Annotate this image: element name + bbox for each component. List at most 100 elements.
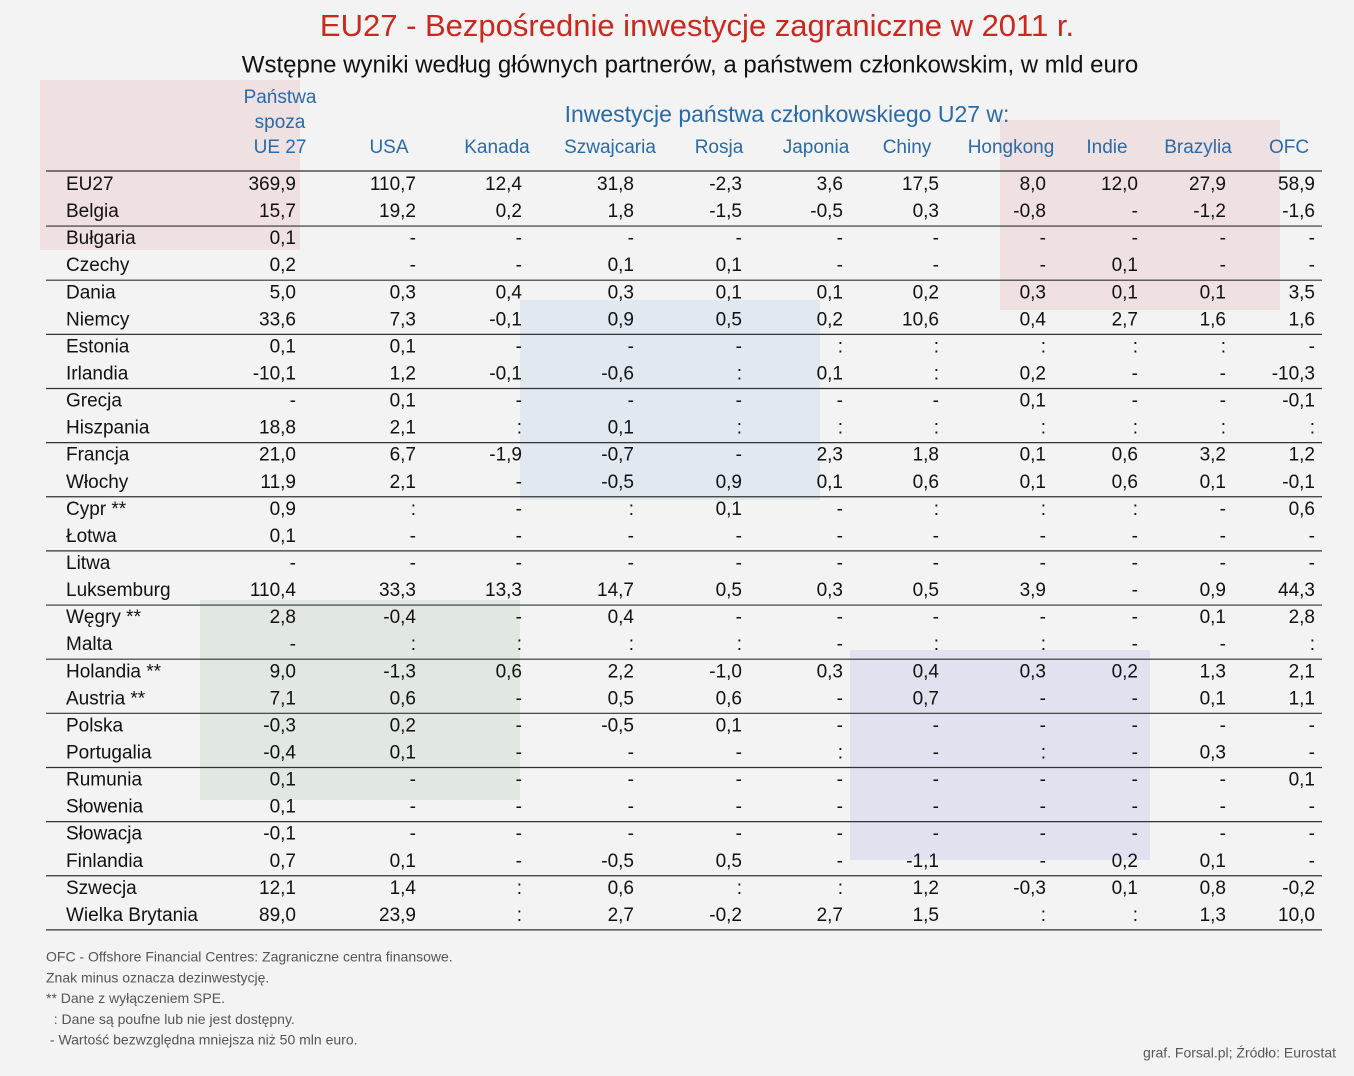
cell: -	[516, 553, 522, 574]
cell: 0,2	[1020, 364, 1046, 385]
title: EU27 - Bezpośrednie inwestycje zagranicz…	[320, 8, 1074, 43]
row-label: Łotwa	[66, 526, 117, 547]
cell: -	[410, 770, 416, 791]
cell: -0,1	[1282, 472, 1315, 493]
cell: -1,2	[1193, 201, 1226, 222]
footnote: OFC - Offshore Financial Centres: Zagran…	[46, 949, 453, 965]
cell: 23,9	[379, 905, 416, 926]
column-header: OFC	[1269, 137, 1309, 158]
cell: 0,5	[913, 580, 939, 601]
cell: -	[516, 472, 522, 493]
cell: 1,2	[1289, 445, 1315, 466]
cell: -	[516, 499, 522, 520]
cell: :	[838, 336, 843, 357]
cell: -	[1220, 364, 1226, 385]
row-label: Malta	[66, 634, 113, 655]
row-label: EU27	[66, 174, 114, 195]
cell: -	[1132, 742, 1138, 763]
cell: -	[736, 742, 742, 763]
cell: :	[737, 418, 742, 439]
cell: :	[411, 634, 416, 655]
cell: -	[516, 742, 522, 763]
cell: 2,1	[1289, 661, 1315, 682]
cell: 2,7	[608, 905, 634, 926]
row-label: Grecja	[66, 391, 122, 412]
cell: -	[1220, 634, 1226, 655]
cell: 0,2	[270, 255, 296, 276]
cell: :	[1041, 905, 1046, 926]
cell: -	[516, 797, 522, 818]
cell: -	[516, 391, 522, 412]
cell: -0,5	[601, 715, 634, 736]
cell: 0,3	[1200, 742, 1226, 763]
cell: -	[1040, 824, 1046, 845]
cell: :	[838, 742, 843, 763]
cell: 3,5	[1289, 282, 1315, 303]
cell: :	[517, 634, 522, 655]
cell: 0,3	[913, 201, 939, 222]
row-label: Portugalia	[66, 742, 152, 763]
cell: -	[933, 526, 939, 547]
cell: :	[1041, 418, 1046, 439]
cell: 2,3	[817, 445, 843, 466]
cell: -	[837, 824, 843, 845]
row-label: Szwecja	[66, 878, 137, 899]
cell: -	[1132, 715, 1138, 736]
cell: -	[933, 255, 939, 276]
cell: 0,1	[608, 418, 634, 439]
cell: 2,7	[817, 905, 843, 926]
cell: :	[934, 364, 939, 385]
cell: :	[1041, 336, 1046, 357]
cell: :	[1133, 418, 1138, 439]
cell: 0,1	[716, 715, 742, 736]
cell: -	[1220, 797, 1226, 818]
cell: -	[837, 607, 843, 628]
cell: 17,5	[902, 174, 939, 195]
cell: 10,6	[902, 309, 939, 330]
cell: -	[1040, 770, 1046, 791]
cell: -	[1132, 553, 1138, 574]
cell: -	[410, 553, 416, 574]
cell: -0,1	[489, 309, 522, 330]
cell: -	[516, 688, 522, 709]
cell: -0,5	[601, 472, 634, 493]
cell: 0,7	[270, 851, 296, 872]
cell: -0,5	[601, 851, 634, 872]
cell: :	[934, 634, 939, 655]
row-label: Dania	[66, 282, 116, 303]
row-label: Cypr **	[66, 499, 127, 520]
cell: 110,7	[370, 174, 416, 195]
cell: 0,1	[270, 770, 296, 791]
cell: 0,1	[1200, 282, 1226, 303]
cell: -0,6	[601, 364, 634, 385]
cell: -	[736, 824, 742, 845]
column-header: Indie	[1086, 137, 1127, 158]
cell: -	[1040, 797, 1046, 818]
flag-decoration	[40, 80, 1280, 860]
cell: :	[934, 418, 939, 439]
cell: -0,4	[383, 607, 416, 628]
cell: -	[1132, 364, 1138, 385]
row-label: Włochy	[66, 472, 129, 493]
cell: 0,2	[1112, 851, 1138, 872]
column-header: Państwa	[244, 87, 317, 108]
cell: 369,9	[248, 174, 296, 195]
cell: -	[933, 797, 939, 818]
cell: -	[628, 228, 634, 249]
cell: 0,2	[390, 715, 416, 736]
cell: -	[1309, 553, 1315, 574]
cell: 1,8	[608, 201, 634, 222]
cell: 13,3	[485, 580, 522, 601]
cell: 3,9	[1020, 580, 1046, 601]
cell: -	[1132, 607, 1138, 628]
cell: :	[838, 878, 843, 899]
cell: 44,3	[1278, 580, 1315, 601]
cell: 2,2	[608, 661, 634, 682]
column-header: Rosja	[695, 137, 744, 158]
cell: -	[736, 797, 742, 818]
cell: -	[290, 634, 296, 655]
cell: -	[736, 336, 742, 357]
cell: :	[1133, 499, 1138, 520]
cell: 2,1	[390, 418, 416, 439]
